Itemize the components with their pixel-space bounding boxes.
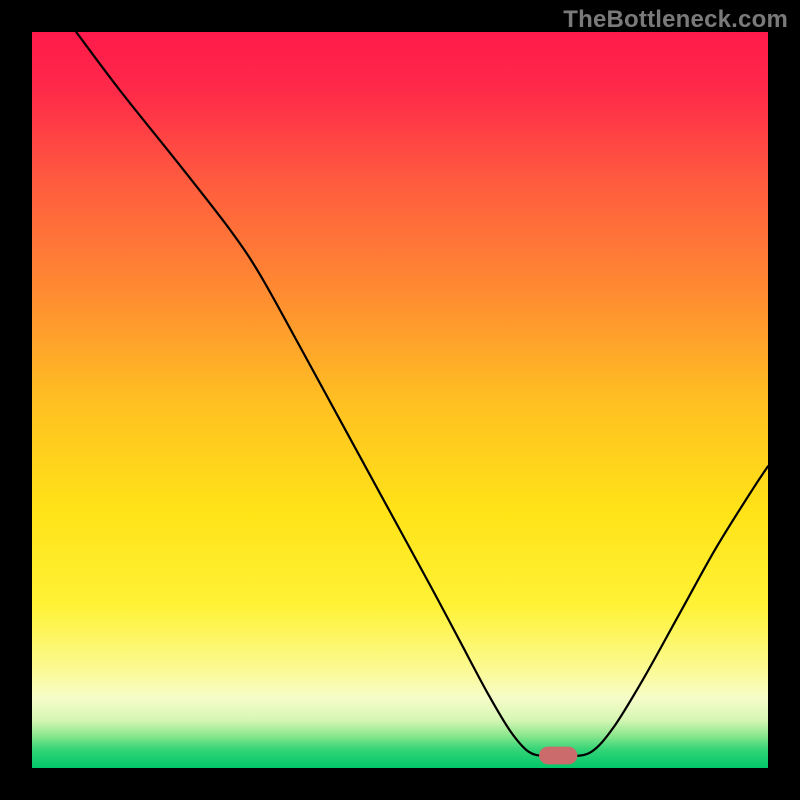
optimum-marker — [539, 747, 577, 765]
gradient-background — [32, 32, 768, 768]
bottleneck-chart-svg — [32, 32, 768, 768]
chart-frame: TheBottleneck.com — [0, 0, 800, 800]
plot-area — [32, 32, 768, 768]
watermark-text: TheBottleneck.com — [563, 6, 788, 34]
